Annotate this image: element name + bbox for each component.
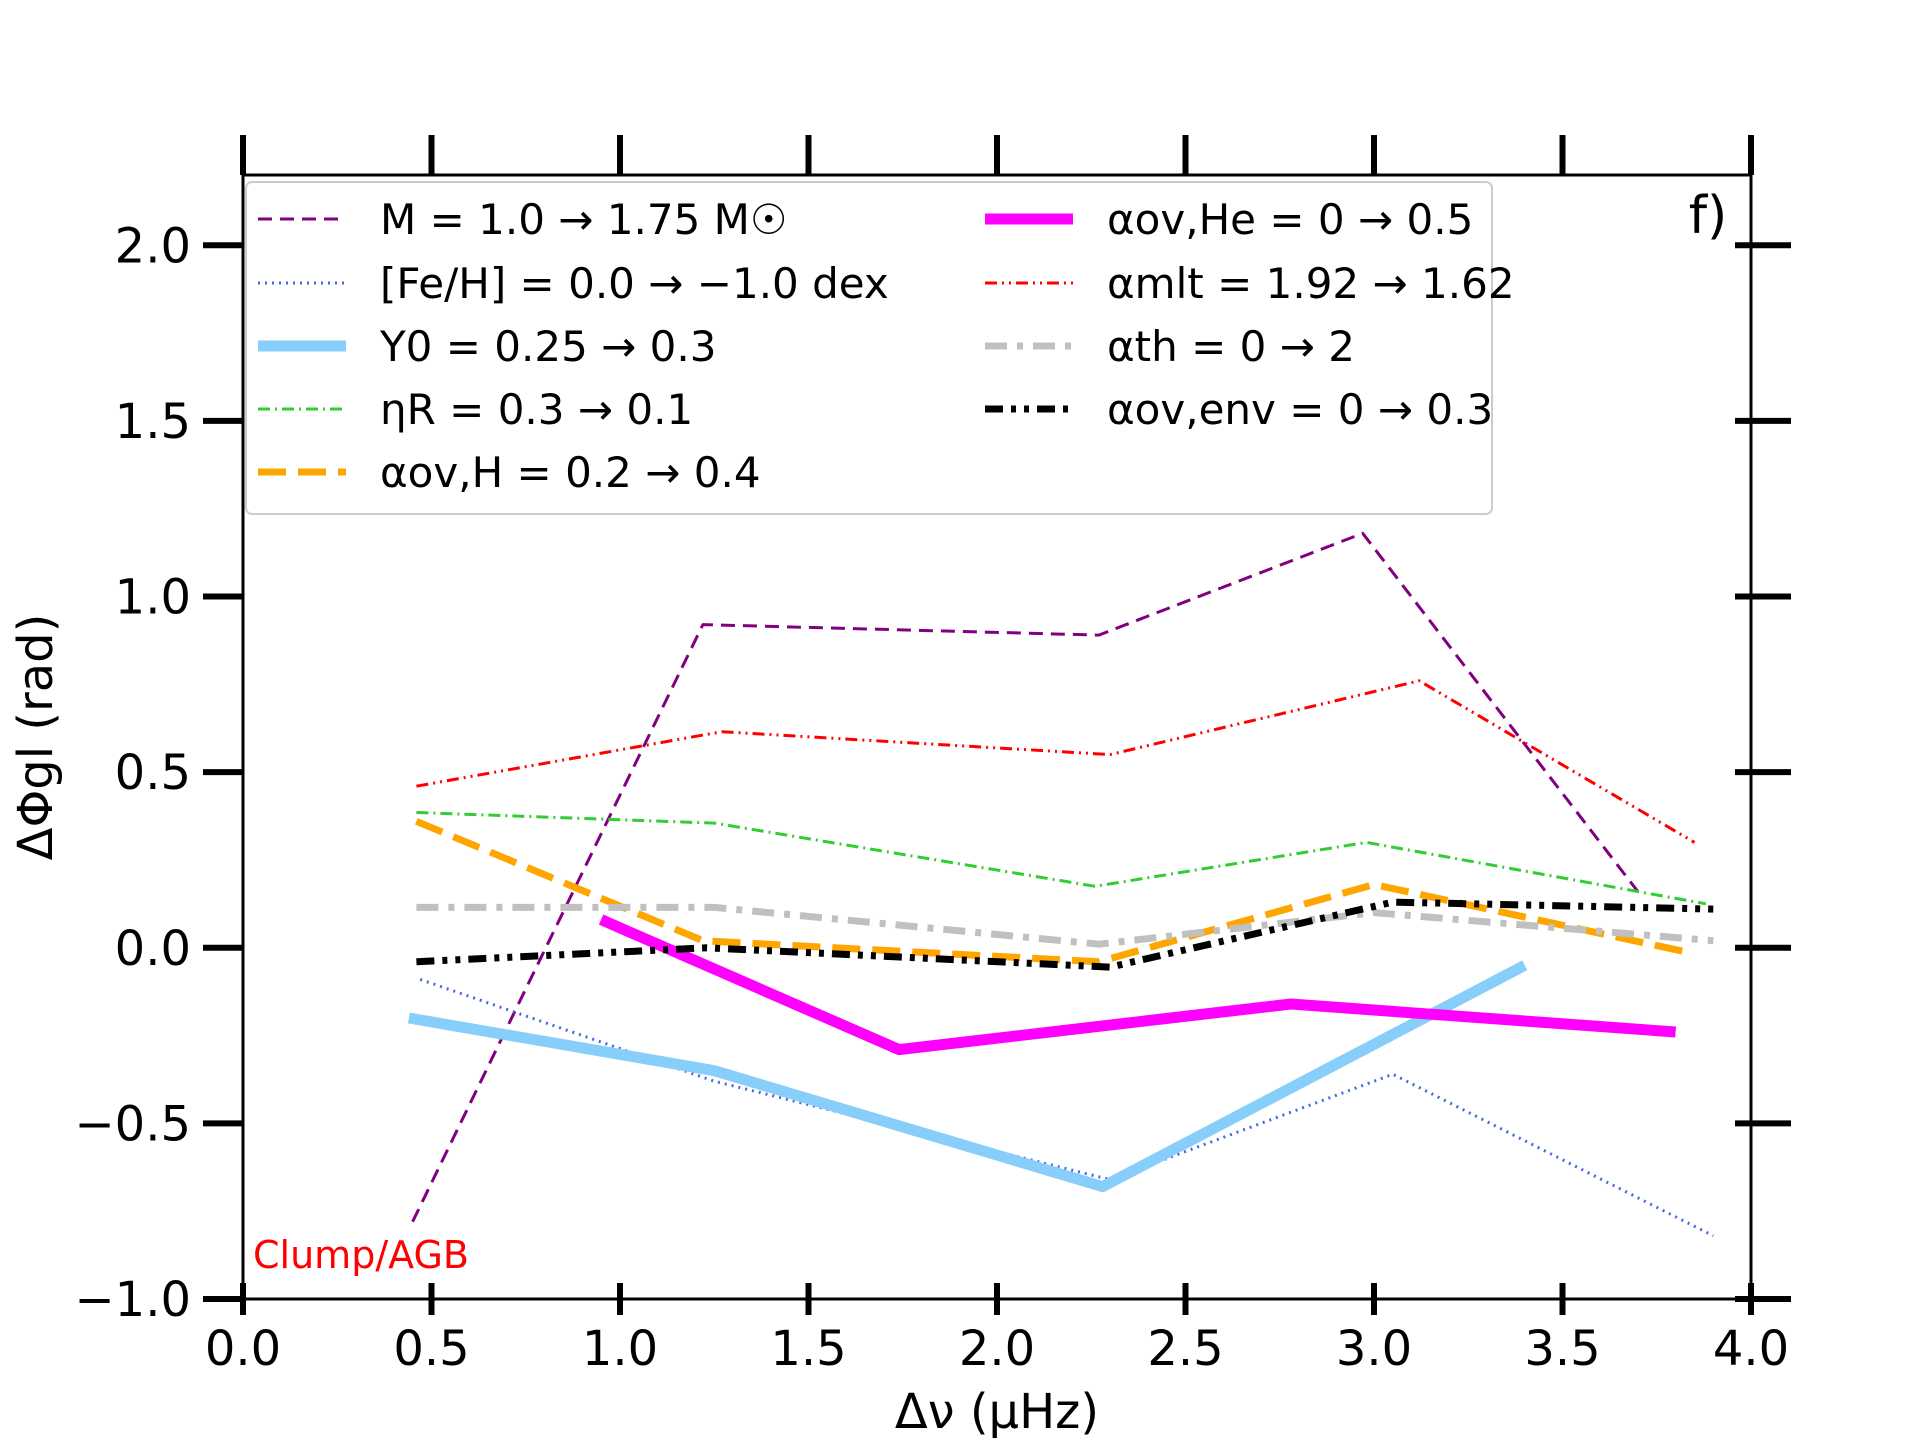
x-tick-label: 1.0	[582, 1321, 658, 1377]
legend-label: αov,He = 0 → 0.5	[1107, 195, 1473, 244]
legend-label: Y0 = 0.25 → 0.3	[379, 322, 716, 371]
y-tick-label: 1.0	[115, 570, 191, 626]
legend-label: ηR = 0.3 → 0.1	[380, 385, 693, 434]
y-tick-label: −0.5	[74, 1096, 191, 1152]
x-tick-label: 4.0	[1713, 1321, 1789, 1377]
legend-entries: M = 1.0 → 1.75 M☉ [Fe/H] = 0.0 → −1.0 dex…	[258, 195, 1515, 497]
y-tick-label: 0.0	[115, 921, 191, 977]
series-line-9	[416, 898, 1714, 971]
x-tick-label: 0.5	[393, 1321, 469, 1377]
legend-label: αth = 0 → 2	[1107, 322, 1355, 371]
axis-ticks	[203, 135, 1791, 1315]
y-tick-label: 0.5	[115, 745, 191, 801]
series-line-1	[411, 531, 1640, 1223]
series-line-3	[407, 960, 1528, 1193]
series-layer	[407, 531, 1714, 1238]
legend-label: αmlt = 1.92 → 1.62	[1107, 259, 1515, 308]
series-line-7	[416, 679, 1696, 844]
x-axis-label: Δν (μHz)	[895, 1384, 1099, 1440]
x-tick-label: 0.0	[205, 1321, 281, 1377]
series-line-4	[416, 811, 1707, 906]
y-tick-label: −1.0	[74, 1272, 191, 1328]
series-line-8	[416, 903, 1714, 948]
legend-box	[245, 181, 1493, 515]
legend-label: [Fe/H] = 0.0 → −1.0 dex	[380, 259, 889, 308]
panel-label: f)	[1689, 186, 1728, 246]
x-tick-label: 2.0	[959, 1321, 1035, 1377]
x-tick-label: 2.5	[1147, 1321, 1223, 1377]
legend-label: αov,env = 0 → 0.3	[1107, 385, 1493, 434]
series-line-6	[598, 914, 1676, 1056]
tick-labels: 0.0 0.5 1.0 1.5 2.0 2.5 3.0 3.5 4.0 −1.0 −0.5 0.0 0.…	[74, 218, 1789, 1377]
x-tick-label: 3.0	[1336, 1321, 1412, 1377]
y-axis-label: ΔΦgl (rad)	[8, 614, 64, 861]
legend-label: M = 1.0 → 1.75 M☉	[380, 195, 788, 244]
legend: M = 1.0 → 1.75 M☉ [Fe/H] = 0.0 → −1.0 dex…	[245, 181, 1515, 515]
legend-label: αov,H = 0.2 → 0.4	[380, 448, 761, 497]
y-tick-label: 1.5	[115, 394, 191, 450]
x-tick-label: 3.5	[1524, 1321, 1600, 1377]
x-tick-label: 1.5	[770, 1321, 846, 1377]
region-annotation: Clump/AGB	[253, 1233, 469, 1277]
y-tick-label: 2.0	[115, 218, 191, 274]
